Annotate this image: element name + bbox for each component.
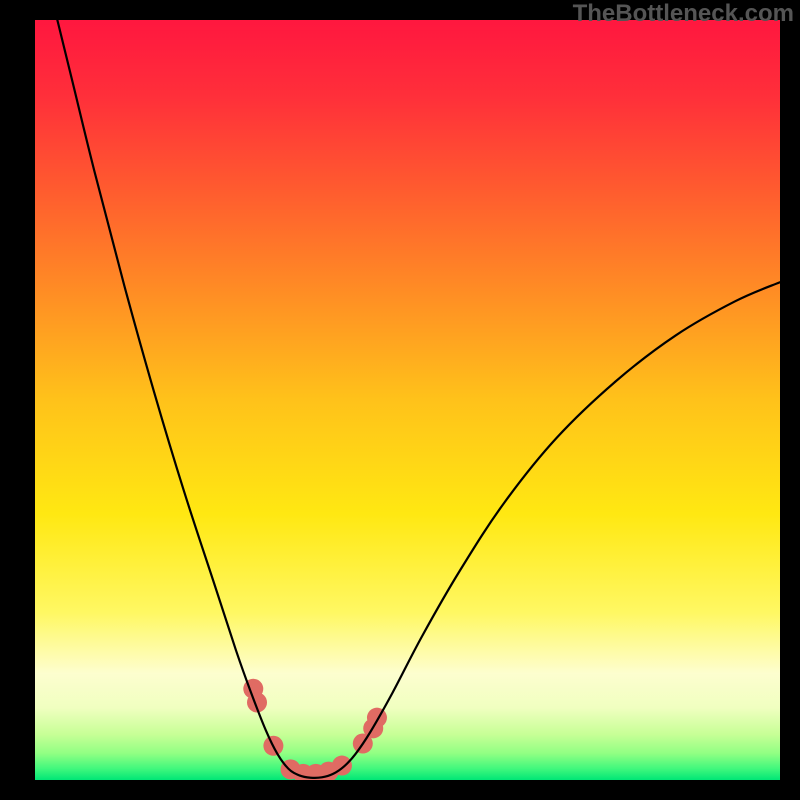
- chart-svg: [0, 0, 800, 800]
- figure-root: TheBottleneck.com: [0, 0, 800, 800]
- watermark-text: TheBottleneck.com: [573, 0, 794, 28]
- curve-marker: [367, 708, 387, 728]
